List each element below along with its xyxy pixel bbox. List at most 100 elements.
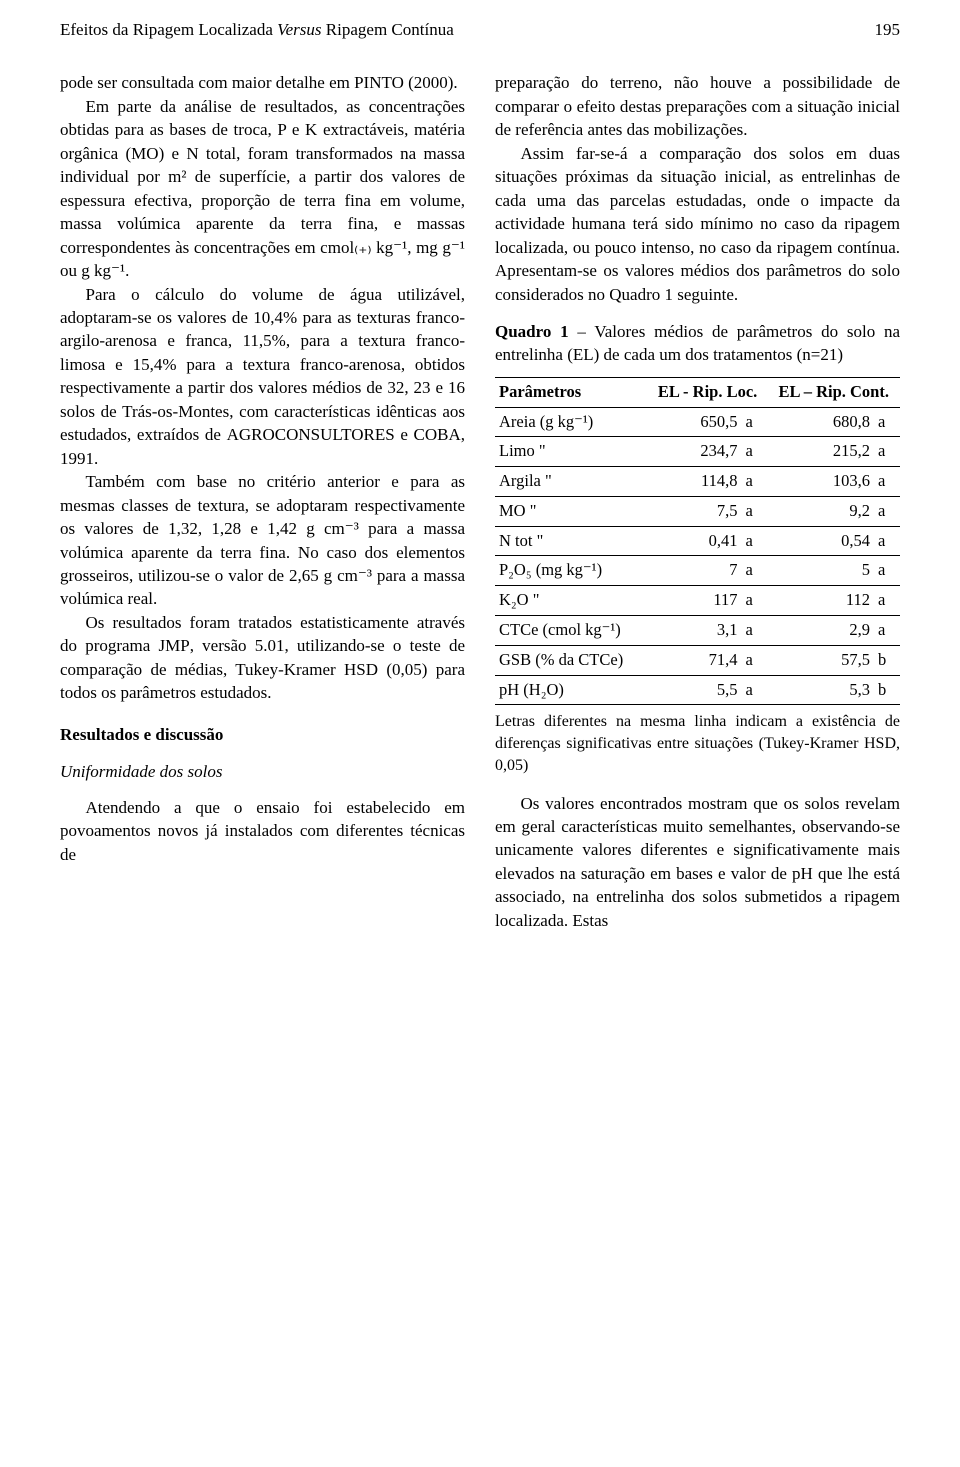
th-param: Parâmetros — [495, 377, 648, 407]
cell-param: MO " — [495, 496, 648, 526]
cell-letter: a — [872, 616, 900, 646]
left-para-6: Atendendo a que o ensaio foi estabelecid… — [60, 796, 465, 866]
cell-val: 680,8 — [767, 407, 872, 437]
right-para-2: Assim far-se-á a comparação dos solos em… — [495, 142, 900, 306]
quadro-title: Quadro 1 – Valores médios de parâmetros … — [495, 320, 900, 367]
cell-val: 57,5 — [767, 645, 872, 675]
text: e — [395, 425, 414, 444]
th-loc: EL - Rip. Loc. — [648, 377, 768, 407]
cell-letter: a — [739, 586, 767, 616]
cell-letter: a — [739, 675, 767, 705]
cell-param: Argila " — [495, 467, 648, 497]
table-row: GSB (% da CTCe)71,4a57,5b — [495, 645, 900, 675]
table-header-row: Parâmetros EL - Rip. Loc. EL – Rip. Cont… — [495, 377, 900, 407]
quadro-label: Quadro 1 — [495, 322, 569, 341]
cell-param: N tot " — [495, 526, 648, 556]
running-head: Efeitos da Ripagem Localizada Versus Rip… — [60, 18, 900, 41]
cell-letter: a — [739, 437, 767, 467]
section-heading-results: Resultados e discussão — [60, 723, 465, 746]
th-cont: EL – Rip. Cont. — [767, 377, 900, 407]
smallcaps: JMP — [159, 636, 190, 655]
smallcaps: MO — [131, 144, 158, 163]
text: Para o cálculo do volume de água utilizá… — [60, 285, 465, 445]
cell-letter: a — [872, 526, 900, 556]
running-head-page: 195 — [875, 18, 901, 41]
table-row: Areia (g kg⁻¹)650,5a680,8a — [495, 407, 900, 437]
cell-val: 2,9 — [767, 616, 872, 646]
cell-val: 114,8 — [648, 467, 740, 497]
cell-val: 5 — [767, 556, 872, 586]
cell-val: 0,54 — [767, 526, 872, 556]
table-row: K₂O "117a112a — [495, 586, 900, 616]
cell-letter: a — [739, 556, 767, 586]
cell-param: GSB (% da CTCe) — [495, 645, 648, 675]
table-row: Argila "114,8a103,6a — [495, 467, 900, 497]
cell-letter: a — [739, 645, 767, 675]
cell-letter: a — [739, 467, 767, 497]
left-para-1: pode ser consultada com maior detalhe em… — [60, 71, 465, 94]
table-row: CTCe (cmol kg⁻¹)3,1a2,9a — [495, 616, 900, 646]
cell-letter: a — [739, 616, 767, 646]
cell-val: 0,41 — [648, 526, 740, 556]
cell-param: K₂O " — [495, 586, 648, 616]
table-row: P₂O₅ (mg kg⁻¹)7a5a — [495, 556, 900, 586]
table-row: Limo "234,7a215,2a — [495, 437, 900, 467]
cell-val: 9,2 — [767, 496, 872, 526]
cell-val: 3,1 — [648, 616, 740, 646]
smallcaps: AGROCONSULTORES — [227, 425, 395, 444]
right-para-1: preparação do terreno, não houve a possi… — [495, 71, 900, 141]
quadro-block: Quadro 1 – Valores médios de parâmetros … — [495, 320, 900, 778]
left-para-2: Em parte da análise de resultados, as co… — [60, 95, 465, 283]
cell-letter: b — [872, 645, 900, 675]
cell-letter: a — [872, 437, 900, 467]
cell-param: CTCe (cmol kg⁻¹) — [495, 616, 648, 646]
left-para-4: Também com base no critério anterior e p… — [60, 470, 465, 611]
cell-letter: a — [872, 496, 900, 526]
smallcaps: COBA — [414, 425, 461, 444]
text: pode ser consultada com maior detalhe em — [60, 73, 354, 92]
cell-param: pH (H₂O) — [495, 675, 648, 705]
cell-letter: a — [739, 407, 767, 437]
cell-val: 5,3 — [767, 675, 872, 705]
cell-letter: a — [739, 526, 767, 556]
cell-letter: a — [872, 556, 900, 586]
rh-italic: Versus — [277, 20, 321, 39]
text: ) e N total, foram transformados na mass… — [60, 144, 465, 280]
table-row: MO "7,5a9,2a — [495, 496, 900, 526]
table-body: Areia (g kg⁻¹)650,5a680,8a Limo "234,7a2… — [495, 407, 900, 705]
quadro-1-table: Parâmetros EL - Rip. Loc. EL – Rip. Cont… — [495, 377, 900, 705]
cell-val: 112 — [767, 586, 872, 616]
cell-letter: a — [872, 586, 900, 616]
cell-letter: a — [739, 496, 767, 526]
cell-val: 215,2 — [767, 437, 872, 467]
cell-val: 5,5 — [648, 675, 740, 705]
cell-val: 7,5 — [648, 496, 740, 526]
cell-val: 103,6 — [767, 467, 872, 497]
left-para-5: Os resultados foram tratados estatistica… — [60, 611, 465, 705]
table-row: N tot "0,41a0,54a — [495, 526, 900, 556]
cell-param: P₂O₅ (mg kg⁻¹) — [495, 556, 648, 586]
cell-param: Areia (g kg⁻¹) — [495, 407, 648, 437]
cell-val: 234,7 — [648, 437, 740, 467]
cell-letter: b — [872, 675, 900, 705]
cell-letter: a — [872, 467, 900, 497]
cell-val: 650,5 — [648, 407, 740, 437]
text: (2000). — [404, 73, 458, 92]
page: Efeitos da Ripagem Localizada Versus Rip… — [0, 0, 960, 962]
right-para-3: Os valores encontrados mostram que os so… — [495, 792, 900, 933]
smallcaps: HSD — [344, 660, 378, 679]
rh-part2: Ripagem Contínua — [322, 20, 454, 39]
cell-val: 71,4 — [648, 645, 740, 675]
table-footnote: Letras diferentes na mesma linha indicam… — [495, 711, 900, 777]
two-column-body: pode ser consultada com maior detalhe em… — [60, 71, 900, 932]
running-head-title: Efeitos da Ripagem Localizada Versus Rip… — [60, 18, 454, 41]
cell-val: 117 — [648, 586, 740, 616]
left-para-3: Para o cálculo do volume de água utilizá… — [60, 283, 465, 471]
cell-param: Limo " — [495, 437, 648, 467]
cell-val: 7 — [648, 556, 740, 586]
subheading-uniformity: Uniformidade dos solos — [60, 760, 465, 783]
rh-part1: Efeitos da Ripagem Localizada — [60, 20, 277, 39]
table-row: pH (H₂O)5,5a5,3b — [495, 675, 900, 705]
cell-letter: a — [872, 407, 900, 437]
smallcaps: PINTO — [354, 73, 404, 92]
